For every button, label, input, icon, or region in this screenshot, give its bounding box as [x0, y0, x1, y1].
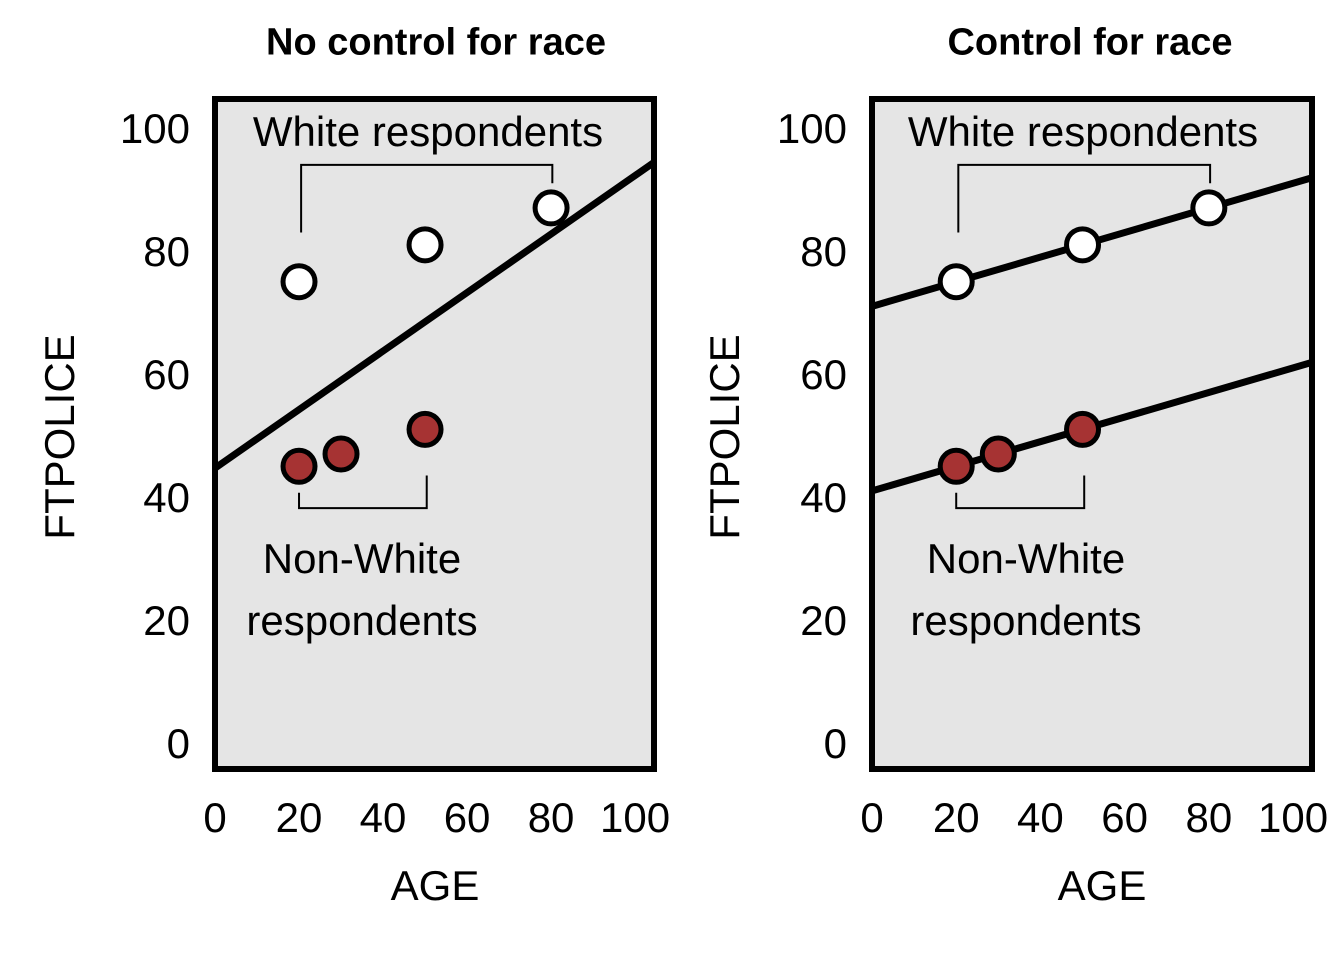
x-axis-label: AGE — [1057, 862, 1147, 909]
data-point-nonwhite — [406, 410, 444, 448]
y-tick-label: 100 — [777, 105, 847, 152]
x-tick-label: 80 — [1185, 794, 1232, 841]
y-tick-label: 0 — [824, 720, 847, 767]
data-point-white — [406, 226, 444, 264]
panel-title: Control for race — [947, 21, 1233, 64]
y-tick-label: 0 — [167, 720, 190, 767]
data-point-nonwhite — [322, 435, 360, 473]
nonwhite-label-line2: respondents — [910, 597, 1142, 644]
data-point-nonwhite — [937, 447, 975, 485]
x-tick-label: 80 — [528, 794, 575, 841]
data-point-nonwhite — [280, 447, 318, 485]
plot-frame — [869, 96, 1315, 772]
panel-no-control-for-race: 0 20 40 60 80 100 0 20 40 60 80 100 No control for … — [36, 21, 670, 910]
scatter-plot-no-control: 0 20 40 60 80 100 0 20 40 60 80 100 — [120, 96, 670, 841]
nonwhite-label-line1: Non-White — [926, 535, 1126, 582]
x-tick-label: 60 — [1101, 794, 1148, 841]
nonwhite-label-line1: Non-White — [262, 535, 462, 582]
x-tick-label: 20 — [276, 794, 323, 841]
white-respondents-label: White respondents — [907, 108, 1259, 155]
x-tick-label: 60 — [444, 794, 491, 841]
y-tick-label: 100 — [120, 105, 190, 152]
y-tick-label: 40 — [800, 474, 847, 521]
white-respondents-bracket — [300, 163, 554, 233]
y-tick-label: 80 — [143, 228, 190, 275]
plot-frame — [212, 96, 657, 772]
panel-title: No control for race — [266, 21, 606, 64]
data-point-white — [280, 263, 318, 301]
y-tick-label: 80 — [800, 228, 847, 275]
scatter-plot-control: 0 20 40 60 80 100 0 20 40 60 80 100 — [777, 96, 1328, 841]
x-axis-label: AGE — [390, 862, 480, 909]
nonwhite-respondents-label: Non-White respondents — [246, 528, 477, 652]
data-point-white — [532, 189, 570, 227]
y-tick-label: 60 — [800, 351, 847, 398]
nonwhite-label-line2: respondents — [246, 597, 478, 644]
x-tick-label: 40 — [1017, 794, 1064, 841]
y-tick-label: 60 — [143, 351, 190, 398]
nonwhite-respondents-label: Non-White respondents — [910, 528, 1141, 652]
white-respondents-bracket — [957, 163, 1212, 233]
x-tick-label: 20 — [933, 794, 980, 841]
data-point-white — [1064, 226, 1102, 264]
x-tick-label: 100 — [600, 794, 670, 841]
y-tick-label: 40 — [143, 474, 190, 521]
y-axis-label: FTPOLICE — [701, 334, 748, 540]
x-tick-label: 0 — [203, 794, 226, 841]
x-tick-label: 40 — [360, 794, 407, 841]
x-tick-label: 100 — [1258, 794, 1328, 841]
y-tick-label: 20 — [143, 597, 190, 644]
data-point-nonwhite — [1064, 410, 1102, 448]
x-tick-label: 0 — [860, 794, 883, 841]
data-point-nonwhite — [979, 435, 1017, 473]
nonwhite-respondents-bracket — [955, 475, 1086, 510]
data-point-white — [1190, 189, 1228, 227]
nonwhite-respondents-bracket — [298, 475, 428, 510]
y-axis-label: FTPOLICE — [36, 334, 83, 540]
pooled-regression-line — [215, 159, 654, 472]
panel-control-for-race: 0 20 40 60 80 100 0 20 40 60 80 100 Control for rac… — [672, 0, 1344, 960]
white-respondents-label: White respondents — [252, 108, 604, 155]
data-point-white — [937, 263, 975, 301]
y-tick-label: 20 — [800, 597, 847, 644]
